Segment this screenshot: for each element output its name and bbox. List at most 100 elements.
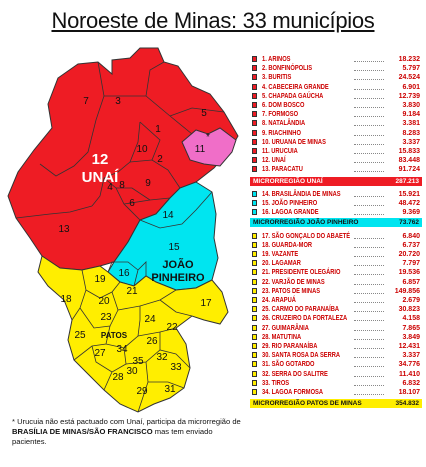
legend-name: 11. URUCUIA <box>262 148 298 155</box>
map-number: 3 <box>115 96 121 107</box>
legend-name: 14. BRASILÂNDIA DE MINAS <box>262 190 341 198</box>
legend-value: 2.679 <box>402 297 420 304</box>
legend-name: 16. LAGOA GRANDE <box>262 209 319 217</box>
region-label-jp-1: JOÃO <box>162 258 194 271</box>
legend-value: 7.797 <box>402 260 420 268</box>
subtotal-value: 354.832 <box>395 400 420 408</box>
legend-swatch <box>252 157 257 164</box>
legend-row: 14. BRASILÂNDIA DE MINAS 15.921 <box>252 190 420 199</box>
legend-row: 16. LAGOA GRANDE 9.369 <box>252 208 420 217</box>
legend-swatch <box>252 389 257 395</box>
leader-dots <box>354 143 384 145</box>
footnote: * Urucuia não está pactuado com Unaí, pa… <box>12 417 244 447</box>
leader-dots <box>354 311 384 313</box>
region-urucuia[interactable] <box>181 127 237 167</box>
map-number: 20 <box>98 296 110 307</box>
map-number: 34 <box>116 344 128 355</box>
legend-name: 21. PRESIDENTE OLEGÁRIO <box>262 269 341 277</box>
map-number: 26 <box>146 336 158 347</box>
map-number: 21 <box>126 286 138 297</box>
leader-dots <box>354 61 384 62</box>
legend-row: 28. MATUTINA 3.849 <box>252 333 420 342</box>
legend-value: 34.776 <box>398 361 420 369</box>
legend-row: 4. CABECEIRA GRANDE 6.901 <box>252 83 420 92</box>
legend-name: 7. FORMOSO <box>262 111 299 119</box>
region-label-jp-2: PINHEIRO <box>151 272 205 284</box>
legend-value: 6.901 <box>402 83 420 91</box>
legend-row: 32. SERRA DO SALITRE 11.410 <box>252 370 420 379</box>
legend-swatch <box>252 370 257 377</box>
legend-swatch <box>252 269 257 276</box>
legend-row: 34. LAGOA FORMOSA 18.107 <box>252 388 420 397</box>
legend-swatch <box>252 102 257 108</box>
leader-dots <box>354 329 384 331</box>
subtotal-bar: MICRORREGIÃO JOÃO PINHEIRO 73.762 <box>250 218 422 228</box>
region-patos-de-minas[interactable] <box>37 255 229 413</box>
map-number: 18 <box>60 294 72 305</box>
region-label-unai: UNAÍ <box>82 169 119 186</box>
legend-row: 10. URUANA DE MINAS 3.337 <box>252 138 420 147</box>
legend-row: 2. BONFINÓPOLIS 5.797 <box>252 64 420 73</box>
legend-name: 34. LAGOA FORMOSA <box>262 389 324 396</box>
legend-value: 3.337 <box>402 352 420 360</box>
leader-dots <box>354 162 384 164</box>
legend-swatch <box>252 324 257 331</box>
map-number: 27 <box>94 348 106 359</box>
leader-dots <box>354 348 384 349</box>
map-number: 5 <box>201 108 207 119</box>
leader-dots <box>354 338 384 340</box>
legend-value: 9.184 <box>402 111 420 119</box>
legend-swatch <box>252 111 257 118</box>
legend-value: 12.431 <box>398 343 420 350</box>
map-number: 22 <box>166 322 178 333</box>
legend-value: 9.369 <box>402 209 420 217</box>
legend-row: 21. PRESIDENTE OLEGÁRIO 19.536 <box>252 268 420 277</box>
legend-swatch <box>252 148 257 154</box>
legend-name: 20. LAGAMAR <box>262 260 301 268</box>
legend-value: 6.840 <box>402 232 420 240</box>
legend-swatch <box>252 209 257 216</box>
leader-dots <box>354 394 384 395</box>
legend-value: 91.724 <box>398 166 420 174</box>
legend-name: 28. MATUTINA <box>262 333 302 341</box>
legend-row: 30. SANTA ROSA DA SERRA 3.337 <box>252 351 420 360</box>
map-number: 9 <box>145 178 151 189</box>
legend-name: 26. CRUZEIRO DA FORTALEZA <box>262 315 348 323</box>
map-number: 31 <box>164 384 176 395</box>
legend-value: 24.524 <box>398 74 420 82</box>
map-number: 23 <box>100 312 112 323</box>
legend-swatch <box>252 92 257 99</box>
map-number: 14 <box>162 210 174 221</box>
map-number: 13 <box>58 224 70 235</box>
legend-swatch <box>252 232 257 239</box>
leader-dots <box>354 195 384 197</box>
legend-swatch <box>252 260 257 267</box>
leader-dots <box>354 237 384 239</box>
leader-dots <box>354 79 384 81</box>
legend-row: 1. ARINOS 18.232 <box>252 55 420 64</box>
leader-dots <box>354 171 384 173</box>
legend-swatch <box>252 352 257 359</box>
footnote-rest: mas tem enviado pacientes. <box>12 427 213 446</box>
legend-name: 29. RIO PARANAÍBA <box>262 343 318 350</box>
legend-value: 3.337 <box>402 138 420 146</box>
map-number: 25 <box>74 330 86 341</box>
legend-name: 25. CARMO DO PARANAÍBA <box>262 306 340 314</box>
legend-swatch <box>252 200 257 206</box>
legend-swatch <box>252 129 257 136</box>
map-number: 15 <box>168 242 180 253</box>
legend-row: 33. TIROS 6.832 <box>252 379 420 388</box>
legend-value: 19.536 <box>398 269 420 277</box>
map-number: 6 <box>129 198 135 209</box>
legend-row: 22. VARJÃO DE MINAS 6.857 <box>252 278 420 287</box>
legend-swatch <box>252 166 257 173</box>
legend-name: 23. PATOS DE MINAS <box>262 287 321 295</box>
legend-row: 31. SÃO GOTARDO 34.776 <box>252 360 420 369</box>
legend-swatch <box>252 83 257 90</box>
legend-name: 18. GUARDA-MOR <box>262 241 313 249</box>
leader-dots <box>354 320 384 322</box>
map-number: 29 <box>136 386 148 397</box>
legend-value: 83.448 <box>398 157 420 165</box>
legend-swatch <box>252 56 257 62</box>
leader-dots <box>354 366 384 368</box>
